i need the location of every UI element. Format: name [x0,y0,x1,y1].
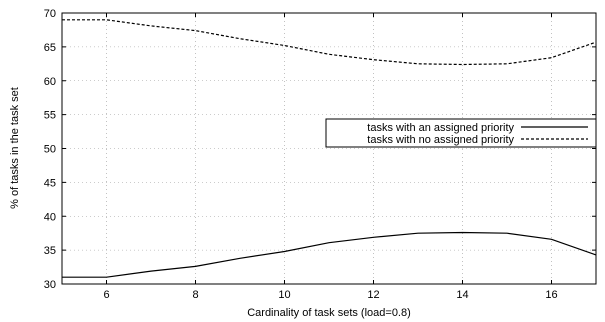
y-tick-label: 35 [44,245,56,257]
y-tick-label: 55 [44,110,56,122]
x-tick-label: 12 [367,289,379,301]
ticks: 30 35 40 45 50 55 60 65 70 6 8 10 12 14 16 [44,8,596,301]
y-axis-title: % of tasks in the task set [9,87,21,209]
series-line-unassigned [62,19,597,66]
x-tick-label: 10 [278,289,290,301]
legend-label-assigned: tasks with an assigned priority [367,122,514,134]
x-tick-label: 14 [456,289,468,301]
grid [62,13,596,284]
y-tick-label: 40 [44,211,56,223]
y-tick-label: 60 [44,76,56,88]
y-tick-label: 30 [44,279,56,291]
y-tick-label: 45 [44,177,56,189]
legend-box [325,118,597,148]
series-lines [62,19,597,278]
y-tick-label: 50 [44,144,56,156]
y-tick-label: 70 [44,8,56,20]
x-tick-label: 8 [192,289,198,301]
x-tick-label: 16 [545,289,557,301]
legend-label-unassigned: tasks with no assigned priority [367,134,514,146]
legend: tasks with an assigned priority tasks wi… [325,118,597,148]
series-line-assigned [62,231,597,278]
x-tick-label: 6 [103,289,109,301]
x-axis-title: Cardinality of task sets (load=0.8) [247,307,411,319]
y-tick-label: 65 [44,42,56,54]
